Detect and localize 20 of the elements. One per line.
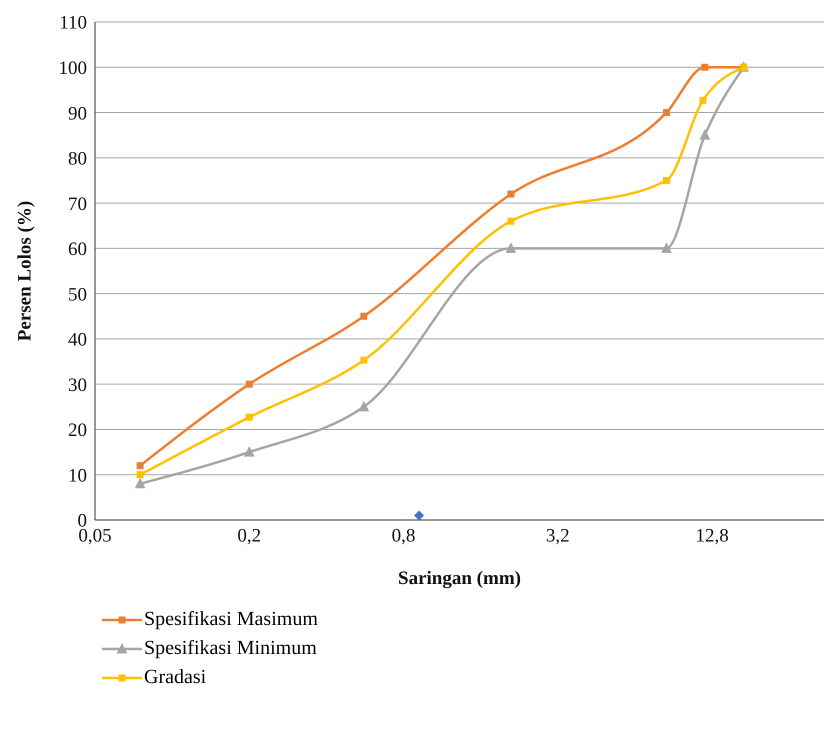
y-tick-label: 10 [68,465,87,486]
x-tick-label: 0,8 [392,525,416,546]
legend-label: Spesifikasi Masimum [144,608,318,631]
x-axis-title: Saringan (mm) [398,568,521,589]
y-tick-label: 40 [68,330,87,351]
y-tick-label: 50 [68,284,87,306]
y-axis-title: Persen Lolos (%) [14,200,36,342]
x-tick-label: 12,8 [695,525,729,546]
legend-label: Spesifikasi Minimum [144,637,317,660]
y-tick-label: 100 [58,58,87,80]
y-tick-label: 30 [68,374,87,396]
legend-label: Gradasi [144,666,206,689]
x-tick-label: 0,2 [237,525,262,546]
y-tick-label: 80 [68,148,87,170]
x-tick-label: 3,2 [546,525,570,546]
y-tick-label: 70 [68,194,87,215]
y-tick-label: 90 [68,103,87,124]
y-tick-label: 60 [68,239,87,260]
y-tick-label: 110 [59,12,87,34]
y-tick-label: 20 [68,420,87,442]
